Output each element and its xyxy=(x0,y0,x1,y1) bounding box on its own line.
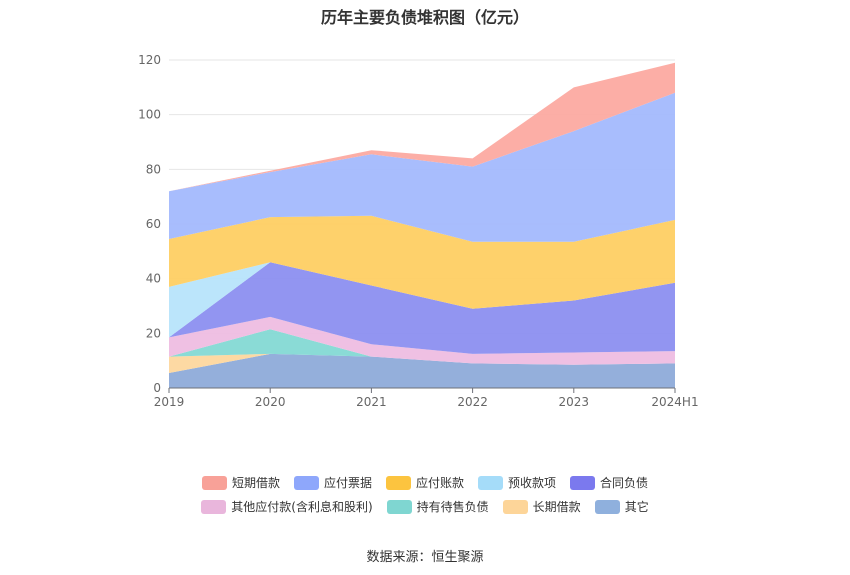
y-tick-label: 60 xyxy=(146,217,161,231)
y-tick-label: 100 xyxy=(138,108,161,122)
area-series xyxy=(169,62,675,388)
x-tick-label: 2024H1 xyxy=(651,395,698,409)
legend-item[interactable]: 短期借款 xyxy=(201,474,280,491)
legend-swatch xyxy=(293,475,319,490)
area-series-8 xyxy=(169,62,675,192)
legend-item[interactable]: 预收款项 xyxy=(478,474,556,491)
chart-title: 历年主要负债堆积图（亿元） xyxy=(320,8,529,27)
legend-swatch xyxy=(386,499,412,514)
legend-label: 长期借款 xyxy=(532,500,581,514)
area-series-7 xyxy=(169,92,675,242)
legend-swatch xyxy=(201,499,227,514)
legend-swatch xyxy=(201,475,227,490)
legend-label: 合同负债 xyxy=(600,476,649,490)
x-tick-label: 2019 xyxy=(154,395,185,409)
legend-swatch xyxy=(502,499,528,514)
area-series-3 xyxy=(169,316,675,365)
area-series-0 xyxy=(169,353,675,388)
y-tick-label: 20 xyxy=(146,326,161,340)
legend-row-2: 其他应付款(含利息和股利) 持有待售负债 长期借款 其它 xyxy=(0,498,850,515)
legend-item[interactable]: 其它 xyxy=(594,498,649,515)
area-series-1 xyxy=(169,353,675,373)
y-tick-label: 80 xyxy=(146,162,161,176)
x-tick-label: 2020 xyxy=(255,395,286,409)
legend-item[interactable]: 应付账款 xyxy=(385,474,464,491)
legend-label: 持有待售负债 xyxy=(416,500,489,514)
x-tick-label: 2023 xyxy=(559,395,590,409)
legend-item[interactable]: 持有待售负债 xyxy=(386,498,489,515)
x-tick-label: 2021 xyxy=(356,395,387,409)
legend-item[interactable]: 合同负债 xyxy=(570,474,648,491)
y-tick-label: 0 xyxy=(153,381,161,395)
legend-swatch xyxy=(478,475,503,490)
legend-swatch xyxy=(594,499,620,514)
axes: 0 20 40 60 80 100 120 2019 2020 2021 2022 2023 2024H… xyxy=(138,53,699,409)
area-series-2 xyxy=(169,329,675,365)
legend-label: 其他应付款(含利息和股利) xyxy=(231,500,373,514)
legend-label: 其它 xyxy=(624,500,649,514)
legend-item[interactable]: 长期借款 xyxy=(502,498,581,515)
legend-label: 应付账款 xyxy=(415,476,464,490)
x-tick-label: 2022 xyxy=(457,395,488,409)
legend-item[interactable]: 应付票据 xyxy=(293,474,372,491)
legend-label: 短期借款 xyxy=(231,476,280,490)
legend-swatch xyxy=(385,475,411,490)
legend-item[interactable]: 其他应付款(含利息和股利) xyxy=(201,498,373,515)
legend-label: 预收款项 xyxy=(508,476,557,490)
y-tick-label: 120 xyxy=(138,53,161,67)
legend-swatch xyxy=(570,475,596,490)
legend-label: 应付票据 xyxy=(323,476,372,490)
legend-row-1: 短期借款 应付票据 应付账款 预收款项 合同负债 xyxy=(0,474,850,491)
y-tick-label: 40 xyxy=(146,272,161,286)
source-note: 数据来源：恒生聚源 xyxy=(366,550,484,565)
area-series-4 xyxy=(169,262,675,354)
area-series-6 xyxy=(169,215,675,309)
